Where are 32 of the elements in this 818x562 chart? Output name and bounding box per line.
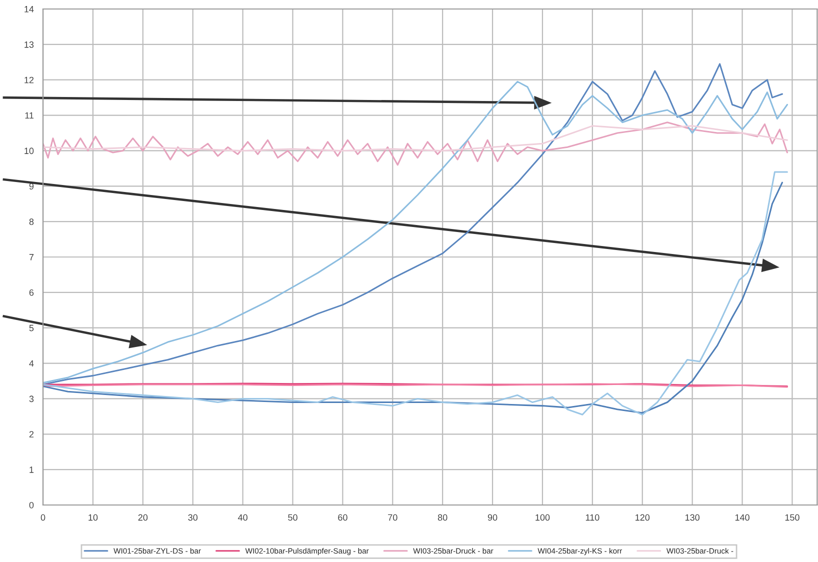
x-tick-label: 130 — [685, 514, 700, 521]
x-tick-label: 20 — [138, 514, 148, 521]
x-tick-label: 80 — [438, 514, 448, 521]
x-tick-label: 40 — [238, 514, 248, 521]
x-tick-label: 10 — [88, 514, 98, 521]
y-tick-label: 0 — [29, 502, 34, 508]
x-tick-label: 140 — [735, 514, 750, 521]
y-tick-label: 10 — [24, 148, 34, 154]
y-tick-label: 6 — [29, 289, 34, 296]
line-series — [43, 122, 788, 166]
x-tick-label: 50 — [288, 514, 298, 521]
y-tick-label: 8 — [29, 218, 34, 225]
y-tick-label: 2 — [29, 431, 34, 438]
y-tick-label: 5 — [29, 324, 34, 332]
y-tick-label: 4 — [29, 360, 34, 367]
line-series — [43, 125, 788, 152]
y-tick-label: 14 — [24, 6, 34, 12]
y-tick-label: 1 — [30, 466, 34, 473]
x-tick-label: 30 — [188, 514, 198, 521]
y-tick-label: 3 — [29, 396, 34, 402]
y-tick-label: 7 — [29, 254, 34, 260]
x-tick-label: 0 — [40, 514, 46, 521]
x-tick-label: 120 — [636, 514, 650, 521]
y-tick-label: 11 — [25, 112, 34, 119]
y-tick-label: 13 — [24, 41, 34, 48]
x-tick-label: 150 — [785, 514, 800, 521]
x-tick-label: 100 — [536, 514, 550, 521]
x-tick-label: 70 — [388, 514, 398, 521]
x-tick-label: 110 — [586, 514, 600, 521]
x-tick-label: 60 — [338, 514, 348, 521]
y-tick-label: 12 — [24, 76, 34, 84]
x-tick-label: 90 — [488, 514, 498, 521]
